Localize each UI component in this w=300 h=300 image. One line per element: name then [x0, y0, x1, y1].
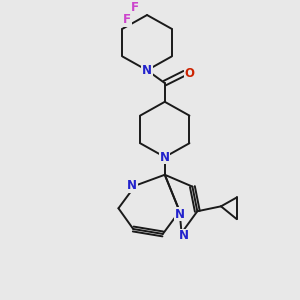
- Text: F: F: [123, 14, 131, 26]
- Text: N: N: [175, 208, 184, 221]
- Text: O: O: [184, 67, 194, 80]
- Text: N: N: [178, 230, 188, 242]
- Text: N: N: [160, 151, 170, 164]
- Text: F: F: [131, 1, 139, 13]
- Text: N: N: [127, 179, 137, 192]
- Text: N: N: [127, 179, 137, 192]
- Text: N: N: [178, 230, 188, 242]
- Text: N: N: [175, 208, 184, 221]
- Text: N: N: [160, 151, 170, 164]
- Text: N: N: [142, 64, 152, 77]
- Text: F: F: [123, 14, 131, 26]
- Text: O: O: [184, 67, 194, 80]
- Text: N: N: [142, 64, 152, 77]
- Text: F: F: [131, 1, 139, 13]
